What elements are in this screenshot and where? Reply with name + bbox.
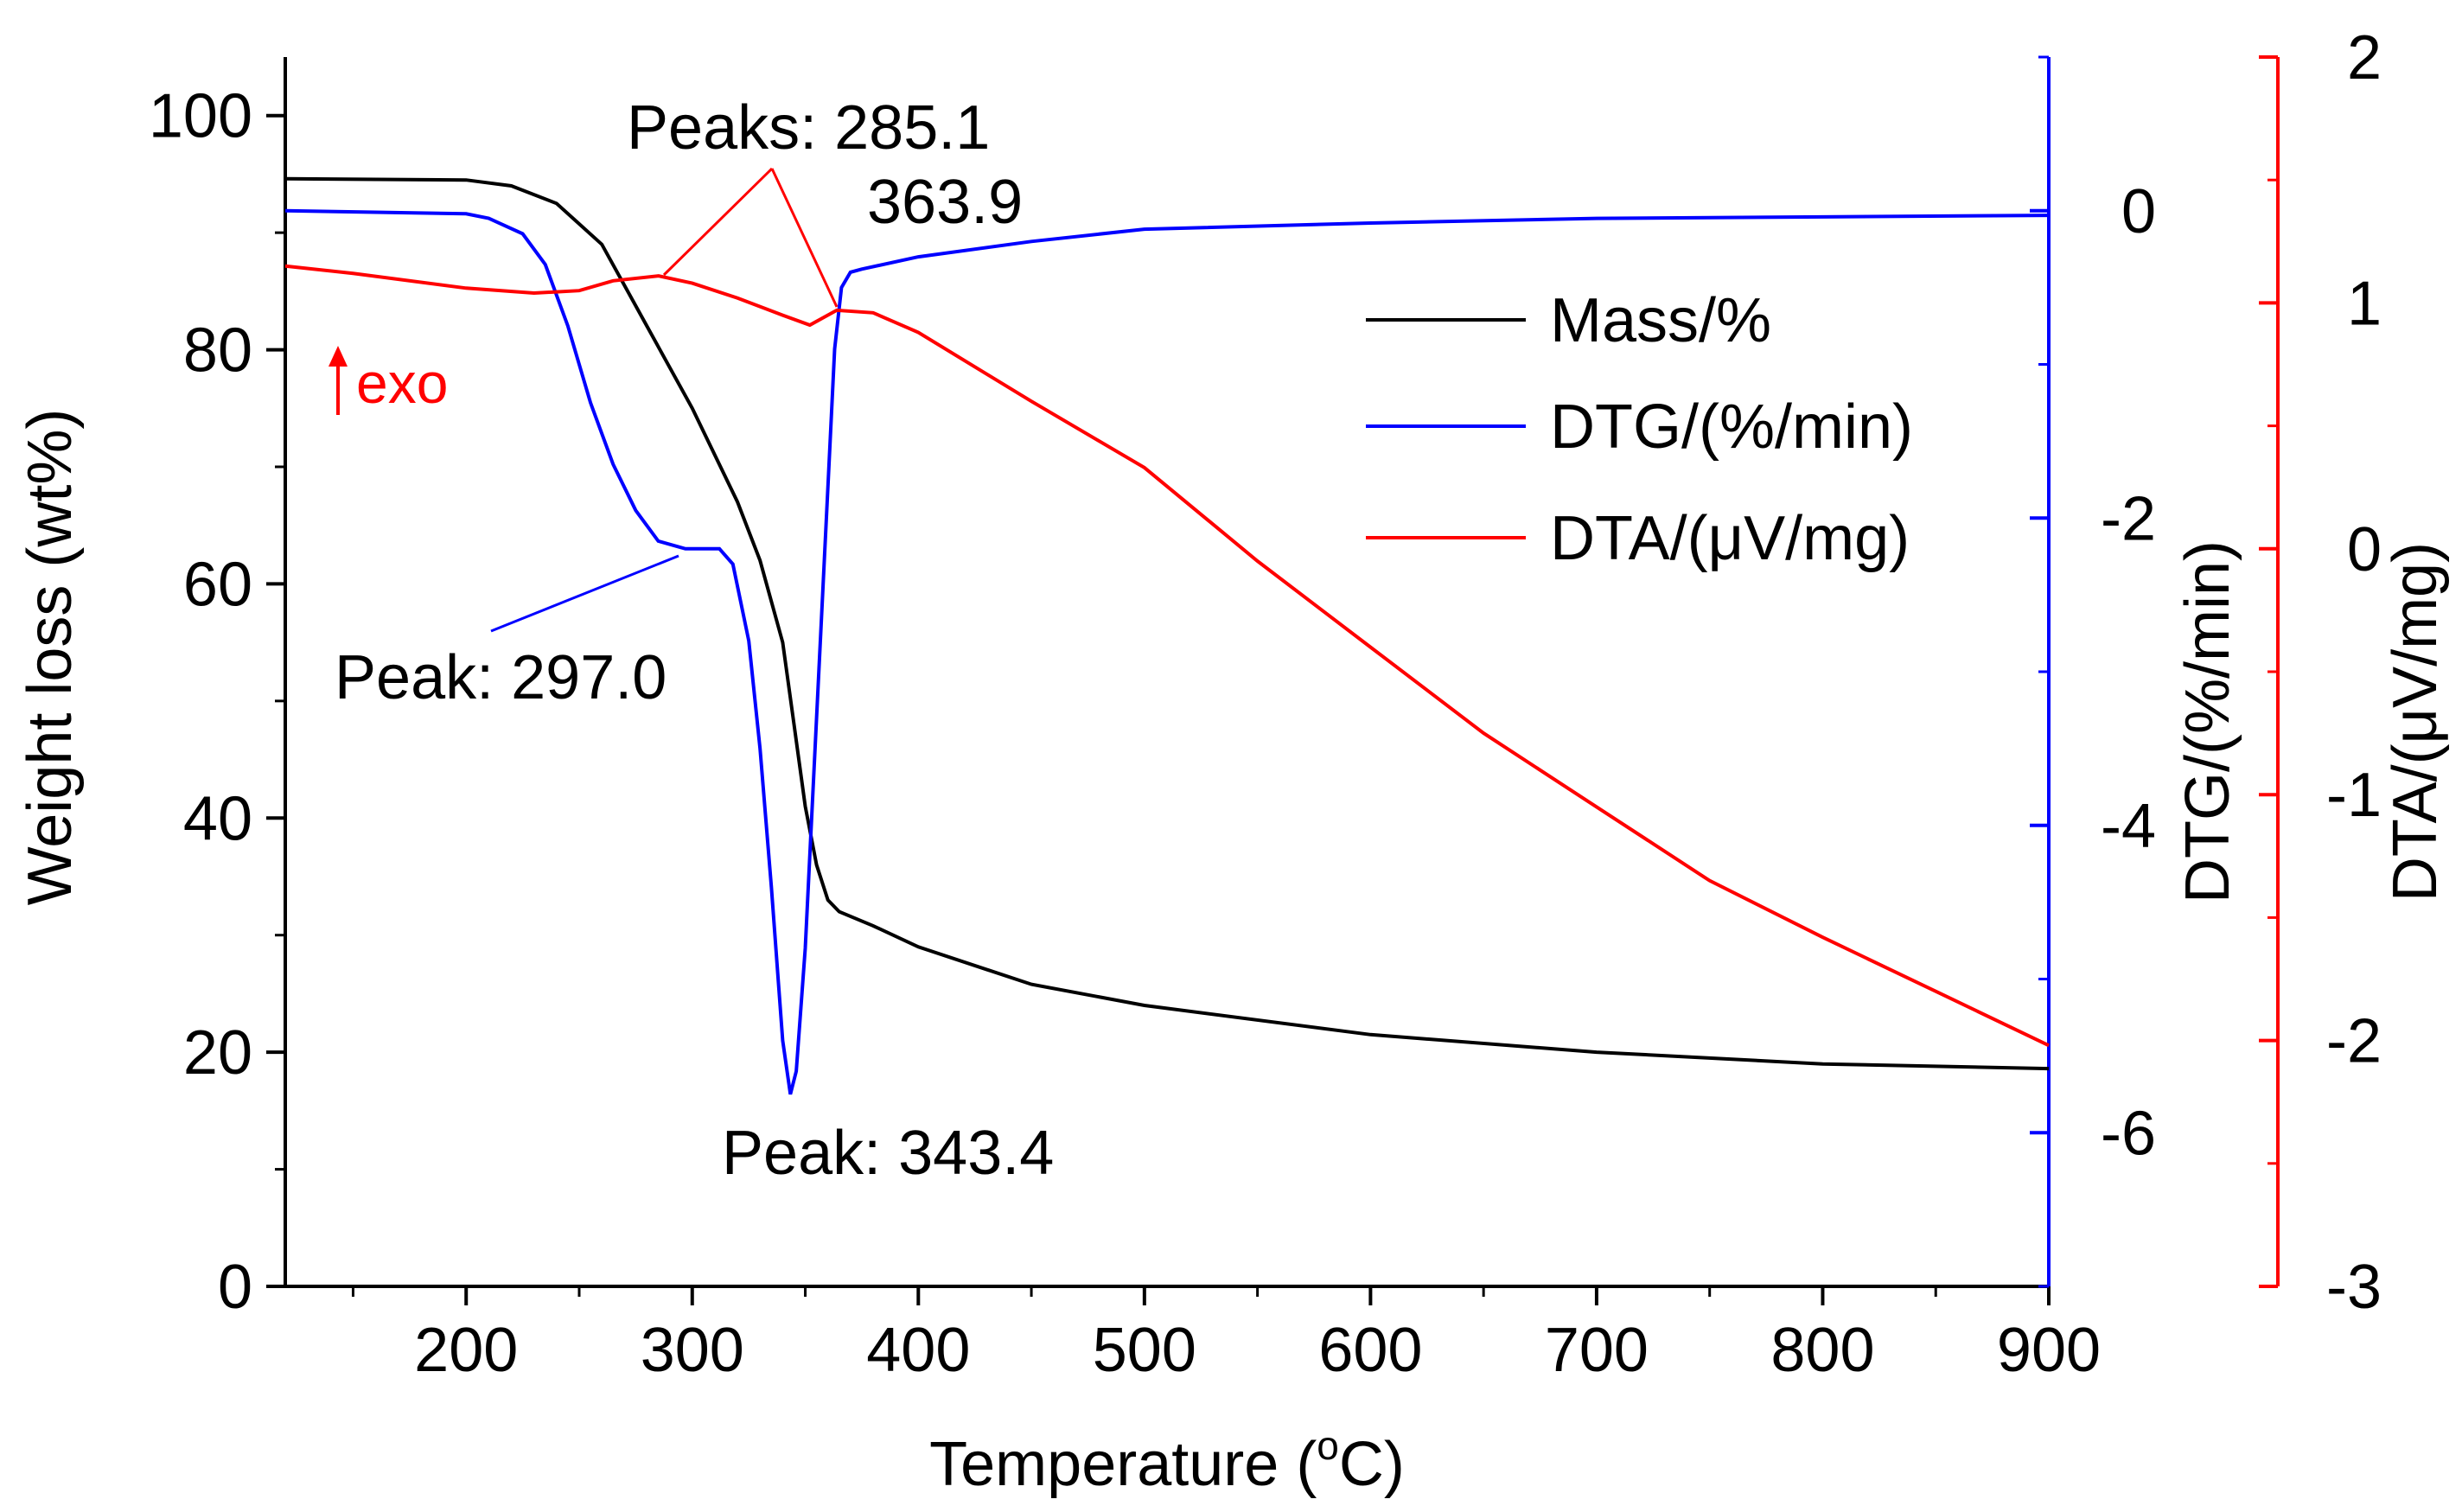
dta-axis-title: DTA/(μV/mg) — [2381, 542, 2450, 902]
x-axis-title-suffix: C) — [1339, 1430, 1405, 1499]
x-tick-label: 300 — [641, 1316, 744, 1385]
dta-axis-title-mu: μ — [2381, 708, 2450, 743]
x-tick-label: 600 — [1318, 1316, 1422, 1385]
series-line-dta — [284, 264, 2050, 1048]
left-tick-label: 80 — [183, 316, 252, 386]
dta-axis-title-suffix: V/mg) — [2381, 542, 2450, 708]
left-tick-label: 40 — [183, 784, 252, 853]
legend-label-dtg: DTG/(%/min) — [1550, 392, 1913, 462]
dta-axis-ticks: 2 1 0 -1 -2 -3 — [2259, 23, 2382, 1322]
annotation-peaks-dta-2: 363.9 — [867, 168, 1023, 237]
legend: Mass/% DTG/(%/min) DTA/(μV/mg) — [1366, 286, 1913, 573]
series-line-mass — [284, 176, 2050, 1071]
x-tick-label: 800 — [1770, 1316, 1874, 1385]
left-tick-label: 20 — [183, 1018, 252, 1088]
x-tick-label: 400 — [866, 1316, 970, 1385]
annotation-peaks-dta-1: Peaks: 285.1 — [627, 93, 990, 163]
dtg-axis-title: DTG/(%/min) — [2173, 540, 2242, 903]
dtg-tick-label: -4 — [2101, 792, 2156, 861]
left-tick-label: 0 — [218, 1253, 252, 1322]
dtg-tick-label: -2 — [2101, 484, 2156, 553]
dtg-tick-label: -6 — [2101, 1099, 2156, 1168]
x-tick-label: 200 — [414, 1316, 518, 1385]
x-tick-label: 900 — [1997, 1316, 2101, 1385]
dtg-tick-label: 0 — [2121, 177, 2156, 246]
x-axis-title-prefix: Temperature ( — [929, 1430, 1317, 1499]
x-axis-title: Temperature (oC) — [929, 1423, 1405, 1499]
legend-label-dta: DTA/(μV/mg) — [1550, 504, 1910, 573]
dtg-axis-ticks: 0 -2 -4 -6 — [2030, 55, 2156, 1288]
annotation-peak-343: Peak: 343.4 — [722, 1119, 1054, 1188]
x-tick-label: 700 — [1545, 1316, 1649, 1385]
exo-arrow-icon — [328, 346, 348, 367]
dta-tick-label: -1 — [2326, 761, 2382, 830]
annotation-leader-297 — [490, 554, 679, 633]
annotation-leader-363 — [770, 168, 839, 308]
x-axis-title-degree: o — [1317, 1423, 1339, 1468]
left-axis-title: Weight loss (wt%) — [16, 409, 85, 906]
left-axis-ticks: 0 20 40 60 80 100 — [149, 82, 285, 1322]
dta-tick-label: 0 — [2347, 515, 2382, 584]
left-tick-label: 100 — [149, 82, 252, 151]
dta-tick-label: 1 — [2347, 269, 2382, 338]
x-axis-ticks: 200 300 400 500 600 700 800 900 — [351, 1286, 2101, 1385]
x-tick-label: 500 — [1093, 1316, 1196, 1385]
dta-tick-label: -2 — [2326, 1007, 2382, 1076]
left-tick-label: 60 — [183, 550, 252, 619]
annotation-peak-297: Peak: 297.0 — [335, 643, 667, 712]
dta-axis-title-prefix: DTA/( — [2381, 743, 2450, 902]
dta-tick-label: 2 — [2347, 23, 2382, 93]
dta-tick-label: -3 — [2326, 1253, 2382, 1322]
series-line-dtg — [284, 208, 2050, 1095]
annotation-leader-285 — [662, 167, 774, 277]
legend-label-mass: Mass/% — [1550, 286, 1771, 355]
exo-label: exo — [356, 351, 448, 415]
